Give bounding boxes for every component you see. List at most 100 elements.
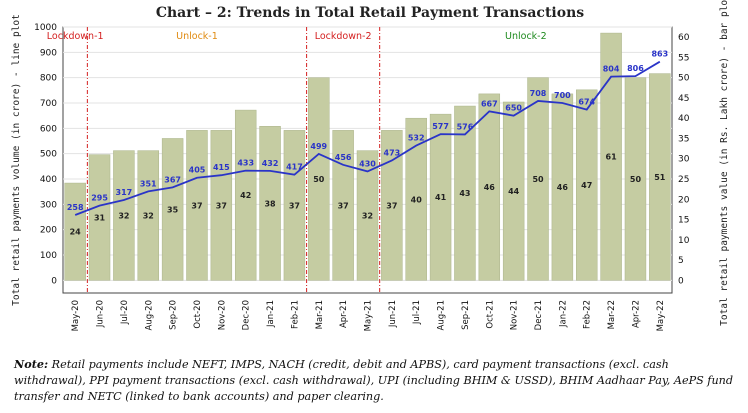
line-value-label: 863 <box>651 50 668 59</box>
bar <box>137 150 159 281</box>
right-tick-label: 45 <box>678 94 689 104</box>
x-tick-label: May-21 <box>364 300 374 331</box>
left-axis-ticks: 0 100 200 300 400 500 600 700 800 900 1000 <box>34 23 57 286</box>
bar <box>454 105 476 281</box>
bar <box>649 73 671 281</box>
line-value-label: 806 <box>627 64 644 73</box>
right-axis-ticks: 0 5 10 15 20 25 30 35 40 45 50 55 60 <box>678 33 690 286</box>
line-value-label: 708 <box>530 89 547 98</box>
bar-value-label: 37 <box>216 201 227 210</box>
bar-value-label: 46 <box>484 183 496 192</box>
x-tick-label: Oct-20 <box>193 300 203 329</box>
bar <box>405 117 427 281</box>
line-value-label: 473 <box>384 149 401 158</box>
phase-label: Lockdown-2 <box>315 31 372 42</box>
bar-value-label: 37 <box>191 201 202 210</box>
right-tick-label: 5 <box>678 256 684 266</box>
right-tick-label: 50 <box>678 74 690 84</box>
phase-label: Unlock-1 <box>176 31 218 42</box>
left-tick-label: 700 <box>40 99 57 109</box>
x-tick-label: Aug-21 <box>437 300 447 330</box>
bar <box>210 130 233 281</box>
left-tick-label: 1000 <box>34 23 57 33</box>
x-tick-label: Nov-21 <box>510 300 520 330</box>
bar-value-label: 35 <box>167 205 179 214</box>
volume-line <box>74 60 661 216</box>
left-tick-label: 500 <box>40 150 57 160</box>
bar <box>576 89 598 281</box>
chart-title: Chart – 2: Trends in Total Retail Paymen… <box>156 5 584 21</box>
x-tick-label: Jul-21 <box>412 300 422 325</box>
left-tick-label: 200 <box>40 226 57 236</box>
line-value-label: 804 <box>603 65 620 74</box>
x-tick-label: Mar-21 <box>315 300 325 329</box>
x-tick-label: Apr-22 <box>631 300 641 328</box>
bar <box>356 150 379 281</box>
left-tick-label: 600 <box>40 124 57 134</box>
x-tick-label: Dec-20 <box>242 300 252 330</box>
x-tick-label: Aug-20 <box>144 300 154 330</box>
right-tick-label: 0 <box>678 276 684 286</box>
bar <box>259 126 281 281</box>
right-tick-label: 35 <box>678 134 689 144</box>
bar-value-label: 32 <box>362 211 373 220</box>
right-tick-label: 20 <box>678 195 690 205</box>
line-value-label: 351 <box>140 179 157 188</box>
bar-value-label: 38 <box>264 199 276 208</box>
note-text: Retail payments include NEFT, IMPS, NACH… <box>14 358 734 403</box>
line-value-label: 700 <box>554 91 571 100</box>
left-tick-label: 800 <box>40 74 57 84</box>
x-tick-label: Jun-20 <box>96 300 106 328</box>
bar-value-label: 32 <box>143 211 154 220</box>
bar-value-label: 43 <box>459 189 470 198</box>
bar-value-label: 50 <box>532 175 544 184</box>
x-tick-label: Oct-21 <box>485 300 495 329</box>
bar <box>161 138 184 281</box>
x-tick-label: Jan-21 <box>266 300 276 328</box>
x-tick-label: Feb-22 <box>583 300 593 329</box>
bar <box>234 109 257 281</box>
x-axis-ticks: May-20 Jun-20 Jul-20 Aug-20 Sep-20 Oct-20 Nov-… <box>71 300 666 331</box>
bar <box>308 77 330 281</box>
bar-value-label: 37 <box>289 201 300 210</box>
bar <box>283 130 306 281</box>
line-value-label: 674 <box>578 98 595 107</box>
bar-series <box>64 32 671 281</box>
line-value-label: 667 <box>481 99 498 108</box>
right-tick-label: 40 <box>678 114 690 124</box>
right-axis-label: Total retail payments value (in Rs. Lakh… <box>719 0 730 326</box>
line-value-label: 433 <box>237 159 254 168</box>
line-value-label: 576 <box>457 122 474 131</box>
line-value-label: 295 <box>91 194 108 203</box>
line-value-label: 650 <box>505 104 522 113</box>
right-tick-label: 15 <box>678 216 689 226</box>
line-value-label: 456 <box>335 153 352 162</box>
bar-value-label: 51 <box>654 173 666 182</box>
bar-value-label: 50 <box>630 175 642 184</box>
phase-label: Lockdown-1 <box>47 31 104 42</box>
bar <box>186 130 208 281</box>
bar <box>527 77 549 281</box>
bar-value-label: 40 <box>411 195 423 204</box>
right-tick-label: 10 <box>678 236 690 246</box>
left-tick-label: 300 <box>40 200 57 210</box>
line-value-label: 405 <box>189 166 206 175</box>
line-value-label: 430 <box>359 159 376 168</box>
bar <box>332 130 354 281</box>
right-tick-label: 30 <box>678 155 690 165</box>
bar <box>551 93 574 281</box>
bar <box>113 150 135 281</box>
x-tick-label: Sep-20 <box>169 300 179 330</box>
x-tick-label: Feb-21 <box>290 300 300 329</box>
bar-value-label: 50 <box>313 175 325 184</box>
bar <box>429 113 452 281</box>
left-tick-label: 0 <box>51 276 57 286</box>
x-tick-label: Nov-20 <box>217 300 227 330</box>
bar-value-label: 42 <box>240 191 251 200</box>
x-tick-label: Sep-21 <box>461 300 471 330</box>
x-tick-label: May-22 <box>656 300 666 331</box>
x-tick-label: Jan-22 <box>558 300 568 328</box>
bar-value-label: 31 <box>94 214 106 223</box>
line-value-label: 317 <box>116 188 133 197</box>
line-value-label: 432 <box>262 159 279 168</box>
